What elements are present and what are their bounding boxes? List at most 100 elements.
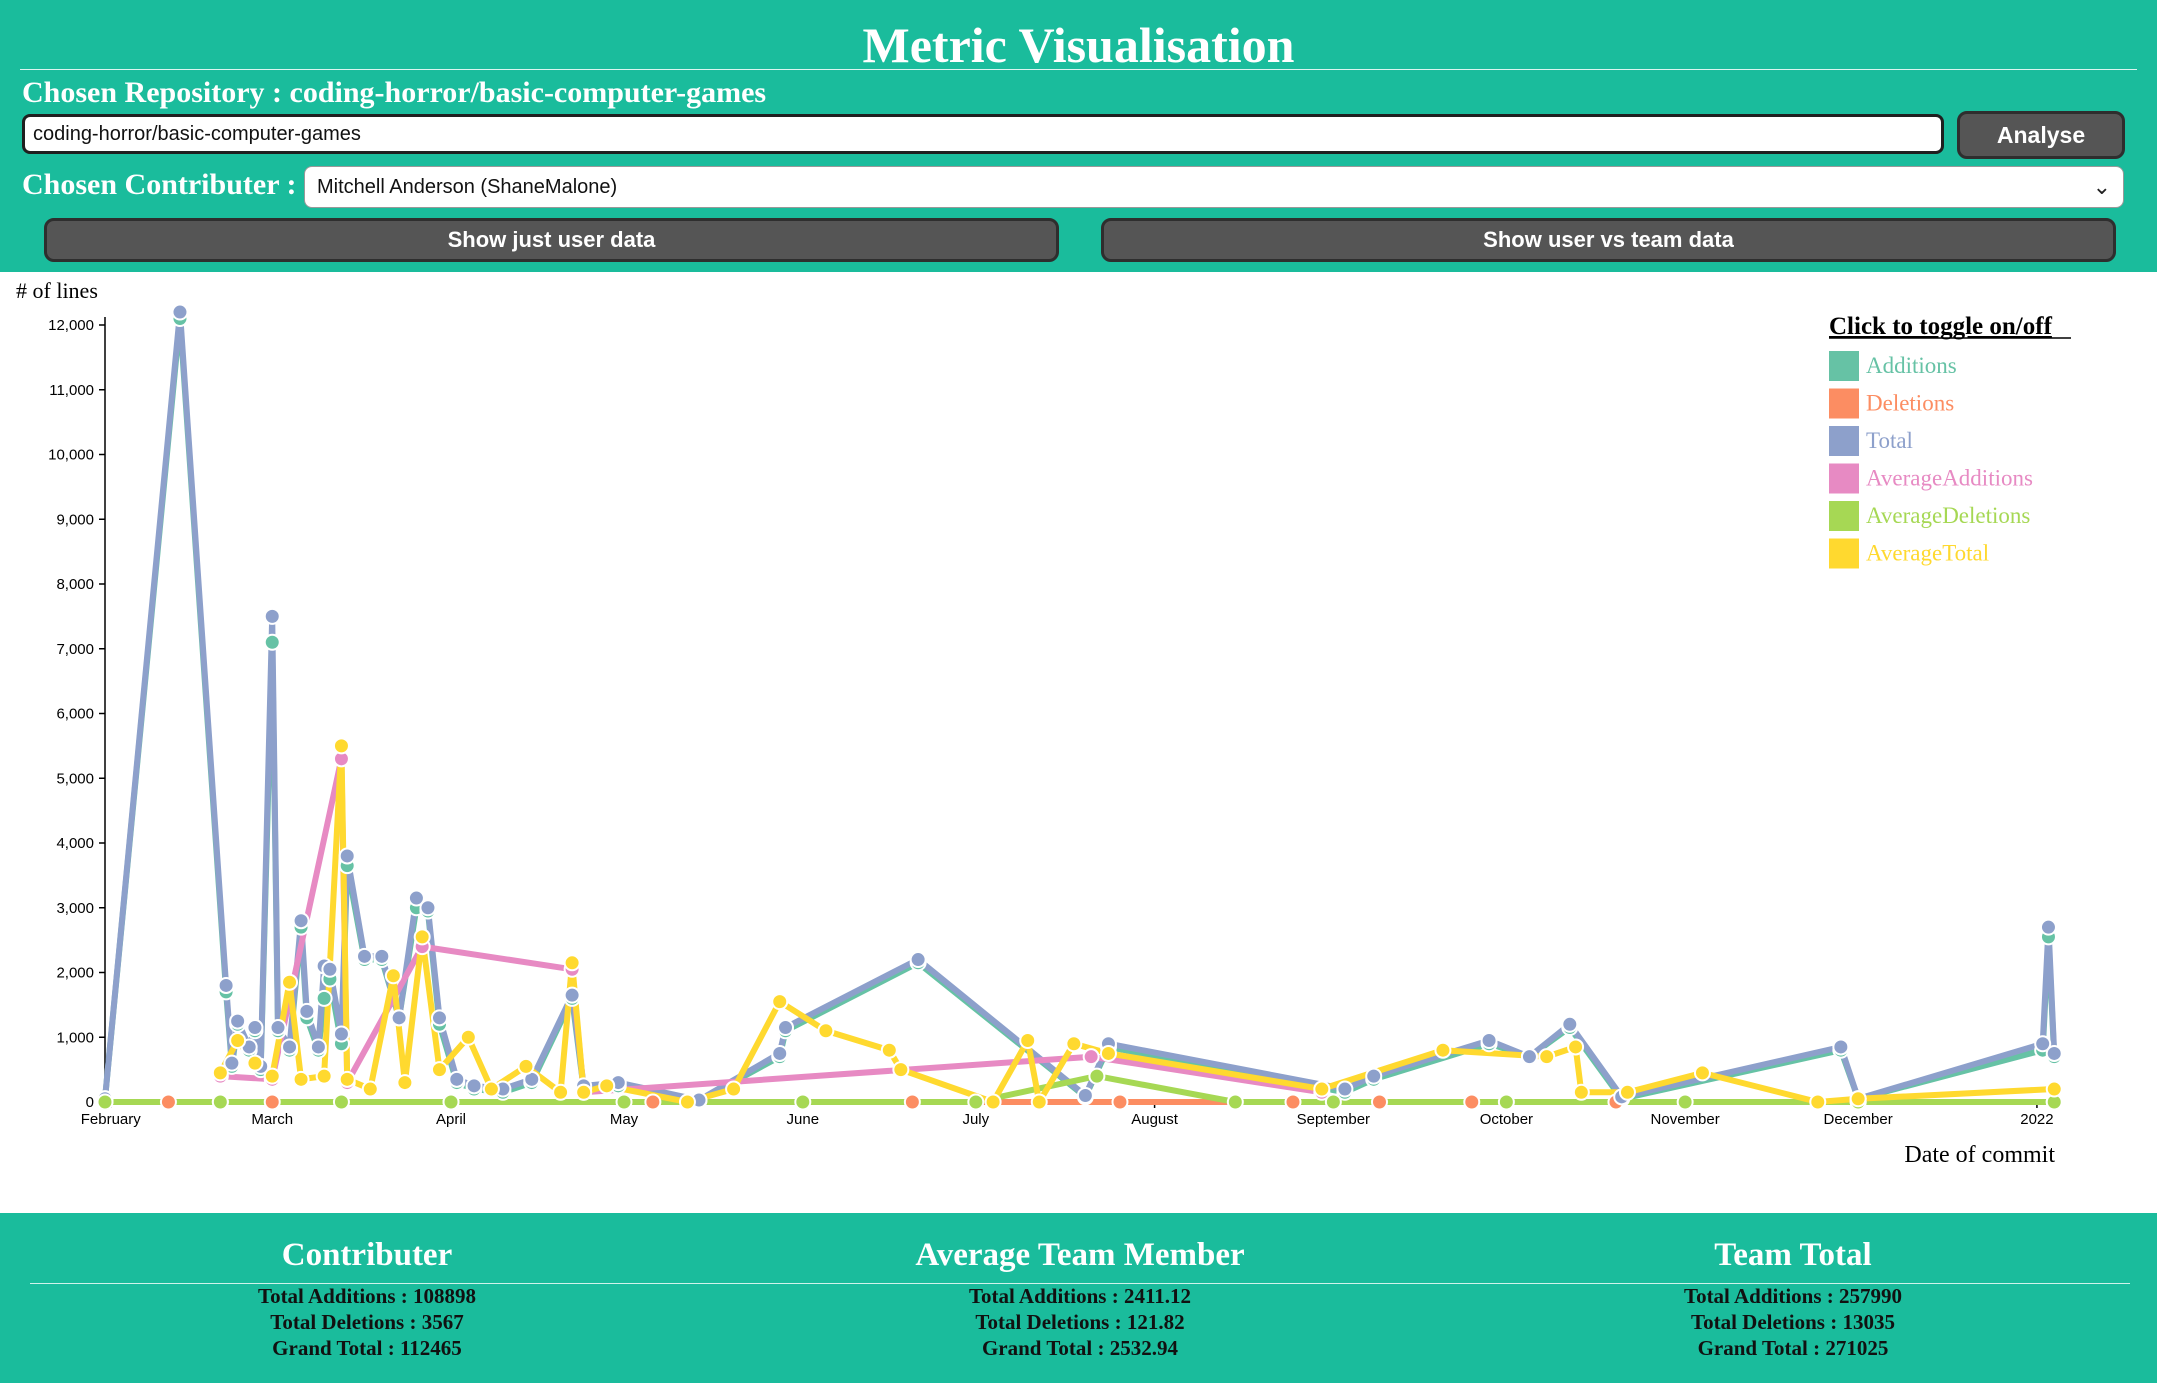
data-point-averagetotal	[332, 737, 350, 755]
data-point-averagetotal	[459, 1028, 477, 1046]
data-point-total	[298, 1002, 316, 1020]
data-point-total	[309, 1038, 327, 1056]
legend-swatch-averagetotal	[1829, 538, 1859, 569]
data-point-averagetotal	[552, 1083, 570, 1101]
average-grand-total: Grand Total : 2532.94	[981, 1336, 1179, 1360]
legend-item-additions: Additions	[1866, 353, 1957, 378]
x-tick-label: March	[251, 1111, 293, 1128]
data-point-total	[269, 1019, 287, 1037]
data-point-total	[281, 1038, 299, 1056]
title-divider	[20, 69, 2137, 70]
data-point-deletions	[1463, 1093, 1481, 1111]
legend-swatch-deletions	[1829, 388, 1859, 419]
data-point-averagetotal	[1434, 1041, 1452, 1059]
data-point-averagetotal	[517, 1057, 535, 1075]
commit-line-chart: 0 1,000 2,000 3,000 4,000 5,000 6,000 7,000 8,00…	[16, 278, 2071, 1168]
data-point-total	[356, 947, 374, 965]
y-tick-label: 0	[86, 1094, 94, 1111]
data-point-deletions	[644, 1093, 662, 1111]
data-point-averagetotal	[292, 1070, 310, 1088]
y-tick-label: 11,000	[49, 382, 94, 399]
x-tick-label: April	[436, 1111, 466, 1128]
data-point-averagetotal	[281, 973, 299, 991]
data-point-averagetotal	[396, 1074, 414, 1092]
data-point-total	[1561, 1015, 1579, 1033]
y-axis-title: # of lines	[16, 278, 98, 303]
legend-swatch-averagedeletions	[1829, 501, 1859, 531]
stats-footer: Contributer Total Additions : 108898 Tot…	[0, 1213, 2157, 1383]
data-point-total	[448, 1070, 466, 1088]
data-point-averagedeletions	[96, 1093, 114, 1111]
data-point-averagetotal	[246, 1054, 264, 1072]
data-point-total	[246, 1019, 264, 1037]
legend-item-averagedeletions: AverageDeletions	[1866, 503, 2030, 528]
legend-item-averagetotal: AverageTotal	[1866, 541, 1989, 566]
show-user-data-button[interactable]: Show just user data	[44, 218, 1059, 262]
analyse-button[interactable]: Analyse	[1957, 111, 2125, 159]
data-point-total	[419, 899, 437, 917]
x-tick-label: 2022	[2020, 1111, 2053, 1128]
data-point-additions	[263, 633, 281, 651]
data-point-total	[430, 1009, 448, 1027]
data-point-averagedeletions	[332, 1093, 350, 1111]
data-point-averagedeletions	[615, 1093, 633, 1111]
x-tick-label: October	[1480, 1111, 1533, 1128]
contributor-select[interactable]: Mitchell Anderson (ShaneMalone) ⌄	[304, 166, 2124, 208]
data-point-averagetotal	[315, 1067, 333, 1085]
data-point-total	[1520, 1048, 1538, 1066]
data-point-averagetotal	[263, 1067, 281, 1085]
show-user-vs-team-button[interactable]: Show user vs team data	[1101, 218, 2116, 262]
y-tick-label: 9,000	[56, 511, 94, 528]
repository-input[interactable]	[22, 114, 1944, 154]
data-point-total	[2045, 1044, 2063, 1062]
y-tick-label: 4,000	[56, 835, 94, 852]
x-tick-label: February	[81, 1111, 142, 1128]
data-point-averagedeletions	[1088, 1067, 1106, 1085]
data-point-deletions	[903, 1093, 921, 1111]
legend-title: Click to toggle on/off	[1829, 313, 2053, 340]
chart-area: 0 1,000 2,000 3,000 4,000 5,000 6,000 7,000 8,00…	[0, 272, 2157, 1212]
team-total-deletions: Total Deletions : 13035	[1691, 1310, 1895, 1334]
data-point-total	[332, 1025, 350, 1043]
average-member-stats: Average Team Member Total Additions : 24…	[730, 1235, 1430, 1361]
data-point-averagetotal	[2045, 1080, 2063, 1098]
chosen-repository-label: Chosen Repository : coding-horror/basic-…	[22, 74, 766, 112]
data-point-averagetotal	[338, 1070, 356, 1088]
x-tick-label: September	[1297, 1111, 1370, 1128]
contributor-grand-total: Grand Total : 112465	[272, 1336, 462, 1360]
data-point-total	[390, 1009, 408, 1027]
average-member-stats-title: Average Team Member	[915, 1237, 1245, 1273]
data-point-total	[1480, 1031, 1498, 1049]
data-point-total	[465, 1077, 483, 1095]
legend-item-deletions: Deletions	[1866, 391, 1954, 416]
data-point-averagetotal	[598, 1077, 616, 1095]
y-tick-label: 1,000	[56, 1029, 94, 1046]
y-tick-label: 12,000	[48, 317, 94, 334]
data-point-averagetotal	[211, 1064, 229, 1082]
data-point-averagetotal	[1693, 1064, 1711, 1082]
x-tick-label: November	[1651, 1111, 1720, 1128]
data-point-total	[563, 986, 581, 1004]
data-point-total	[223, 1054, 241, 1072]
data-point-total	[909, 951, 927, 969]
data-point-averagetotal	[678, 1093, 696, 1111]
data-point-total	[777, 1019, 795, 1037]
data-point-deletions	[1111, 1093, 1129, 1111]
data-point-averagedeletions	[794, 1093, 812, 1111]
data-point-total	[2034, 1035, 2052, 1053]
legend-swatch-total	[1829, 426, 1859, 456]
legend-item-total: Total	[1866, 428, 1913, 453]
data-point-total	[321, 960, 339, 978]
data-point-averagetotal	[1099, 1044, 1117, 1062]
data-point-averagetotal	[575, 1083, 593, 1101]
data-point-total	[338, 847, 356, 865]
data-point-averagedeletions	[1226, 1093, 1244, 1111]
data-point-averagetotal	[1538, 1048, 1556, 1066]
legend-swatch-averageadditions	[1829, 463, 1859, 494]
x-axis-title: Date of commit	[1904, 1142, 2055, 1168]
y-tick-label: 7,000	[56, 641, 94, 658]
data-point-total	[407, 889, 425, 907]
y-tick-label: 5,000	[56, 770, 94, 787]
data-point-averagetotal	[361, 1080, 379, 1098]
data-point-total	[1832, 1038, 1850, 1056]
